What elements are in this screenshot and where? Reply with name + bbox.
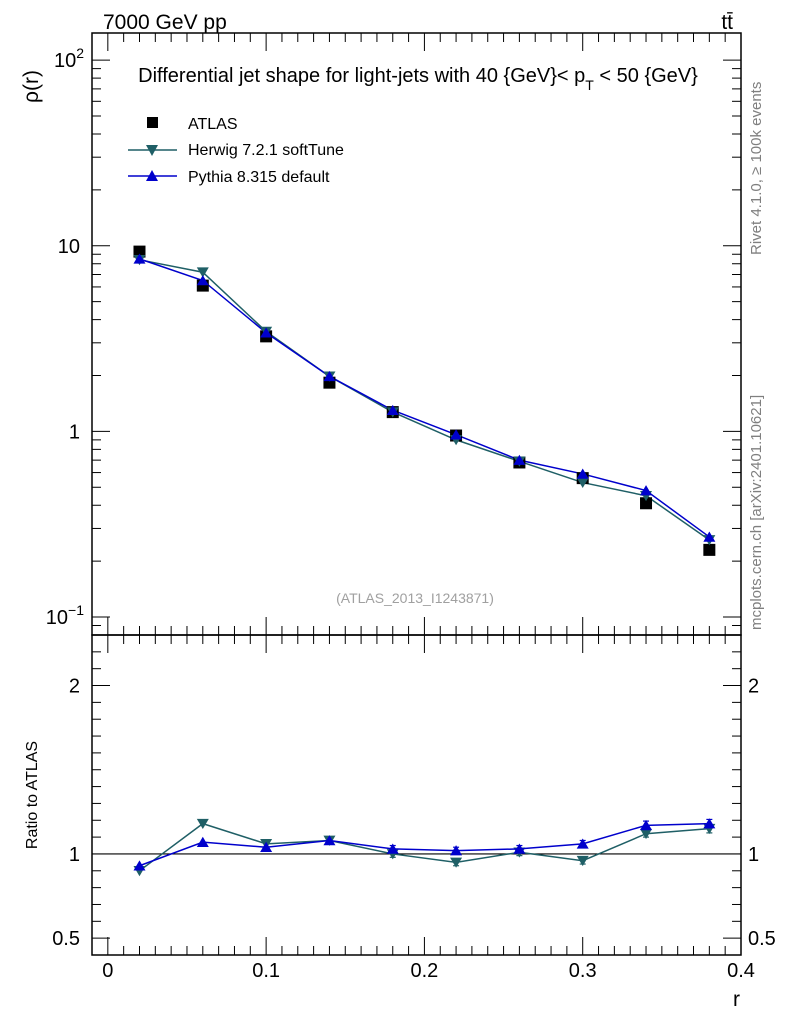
pythia-point [323, 370, 336, 382]
ratio-tick-label-left: 2 [69, 676, 80, 698]
y-tick-label: 10−1 [46, 602, 84, 629]
pythia-ratio-point [323, 835, 336, 846]
x-tick-label: 0.1 [252, 960, 280, 982]
y-tick-base: 10 [54, 50, 76, 72]
axis-ticks [92, 33, 742, 956]
pythia-ratio-line [139, 822, 710, 867]
main-series [133, 245, 716, 556]
y-tick-exponent: 2 [76, 45, 84, 61]
pythia-ratio-point [260, 841, 273, 853]
y-tick-label: 10 [58, 236, 80, 258]
pythia-ratio-point [450, 845, 463, 856]
collision-label: 7000 GeV pp [103, 11, 227, 34]
ratio-plot-frame [91, 634, 742, 956]
atlas-point [640, 497, 653, 510]
herwig-point [196, 267, 209, 278]
ratio-tick-label-right: 1 [748, 844, 759, 866]
pythia-point [703, 531, 716, 542]
legend-label-atlas: ATLAS [188, 116, 238, 133]
x-axis-label: r [733, 988, 740, 1011]
x-tick-label: 0.4 [727, 960, 755, 982]
legend-marker-herwig [146, 145, 158, 156]
y-tick-base: 10 [58, 236, 80, 258]
herwig-point [576, 477, 589, 488]
x-tick-label: 0 [102, 960, 113, 982]
legend-marker-atlas [147, 117, 158, 128]
pythia-point [260, 327, 273, 338]
pythia-point [640, 485, 653, 496]
pythia-point [576, 468, 589, 479]
ratio-tick-label-left: 1 [69, 844, 80, 866]
pythia-point [513, 454, 526, 465]
pythia-ratio-point [386, 843, 399, 854]
pythia-point [133, 253, 146, 264]
y-tick-exponent: −1 [68, 602, 84, 618]
ratio-series [92, 818, 741, 877]
process-label: tt̄ [721, 11, 733, 34]
atlas-point [133, 245, 146, 258]
ratio-tick-label-left: 0.5 [52, 928, 80, 950]
atlas-point [703, 543, 716, 556]
pythia-ratio-point [196, 836, 209, 847]
chart-title-sub: T [585, 77, 594, 93]
x-tick-label: 0.3 [569, 960, 597, 982]
pythia-ratio-point [640, 819, 653, 831]
y-axis-label: ρ(r) [20, 70, 43, 103]
y-tick-base: 1 [69, 421, 80, 443]
chart-title-tail: < 50 {GeV} [594, 65, 698, 87]
herwig-ratio-point [640, 828, 653, 840]
legend-marker-pythia [146, 170, 158, 181]
y-tick-label: 102 [54, 45, 84, 72]
pythia-point [196, 275, 209, 286]
ratio-tick-label-right: 0.5 [748, 928, 776, 950]
ratio-y-axis-label: Ratio to ATLAS [24, 741, 41, 849]
legend: ATLAS Herwig 7.2.1 softTune Pythia 8.315… [128, 116, 344, 186]
pythia-ratio-point [513, 843, 526, 854]
pythia-ratio-point [703, 818, 716, 829]
y-tick-base: 10 [46, 607, 68, 629]
herwig-ratio-line [139, 822, 710, 872]
herwig-ratio-point [196, 818, 209, 830]
x-tick-label: 0.2 [411, 960, 439, 982]
rivet-label: Rivet 4.1.0, ≥ 100k events [748, 82, 765, 255]
herwig-ratio-point [450, 857, 463, 868]
analysis-watermark: (ATLAS_2013_I1243871) [336, 590, 494, 606]
chart-title: Differential jet shape for light-jets wi… [138, 65, 698, 93]
pythia-line [139, 258, 710, 538]
chart-title-main: Differential jet shape for light-jets wi… [138, 65, 585, 87]
y-tick-label: 1 [69, 421, 80, 443]
pythia-ratio-point [133, 860, 146, 871]
legend-label-herwig: Herwig 7.2.1 softTune [188, 142, 344, 159]
pythia-point [450, 429, 463, 440]
pythia-ratio-point [576, 838, 589, 849]
pythia-point [386, 404, 399, 416]
ratio-tick-label-right: 2 [748, 676, 759, 698]
legend-label-pythia: Pythia 8.315 default [188, 169, 330, 186]
herwig-line [139, 259, 710, 541]
herwig-ratio-point [576, 855, 589, 867]
mcplots-label: mcplots.cern.ch [arXiv:2401.10621] [748, 395, 765, 630]
